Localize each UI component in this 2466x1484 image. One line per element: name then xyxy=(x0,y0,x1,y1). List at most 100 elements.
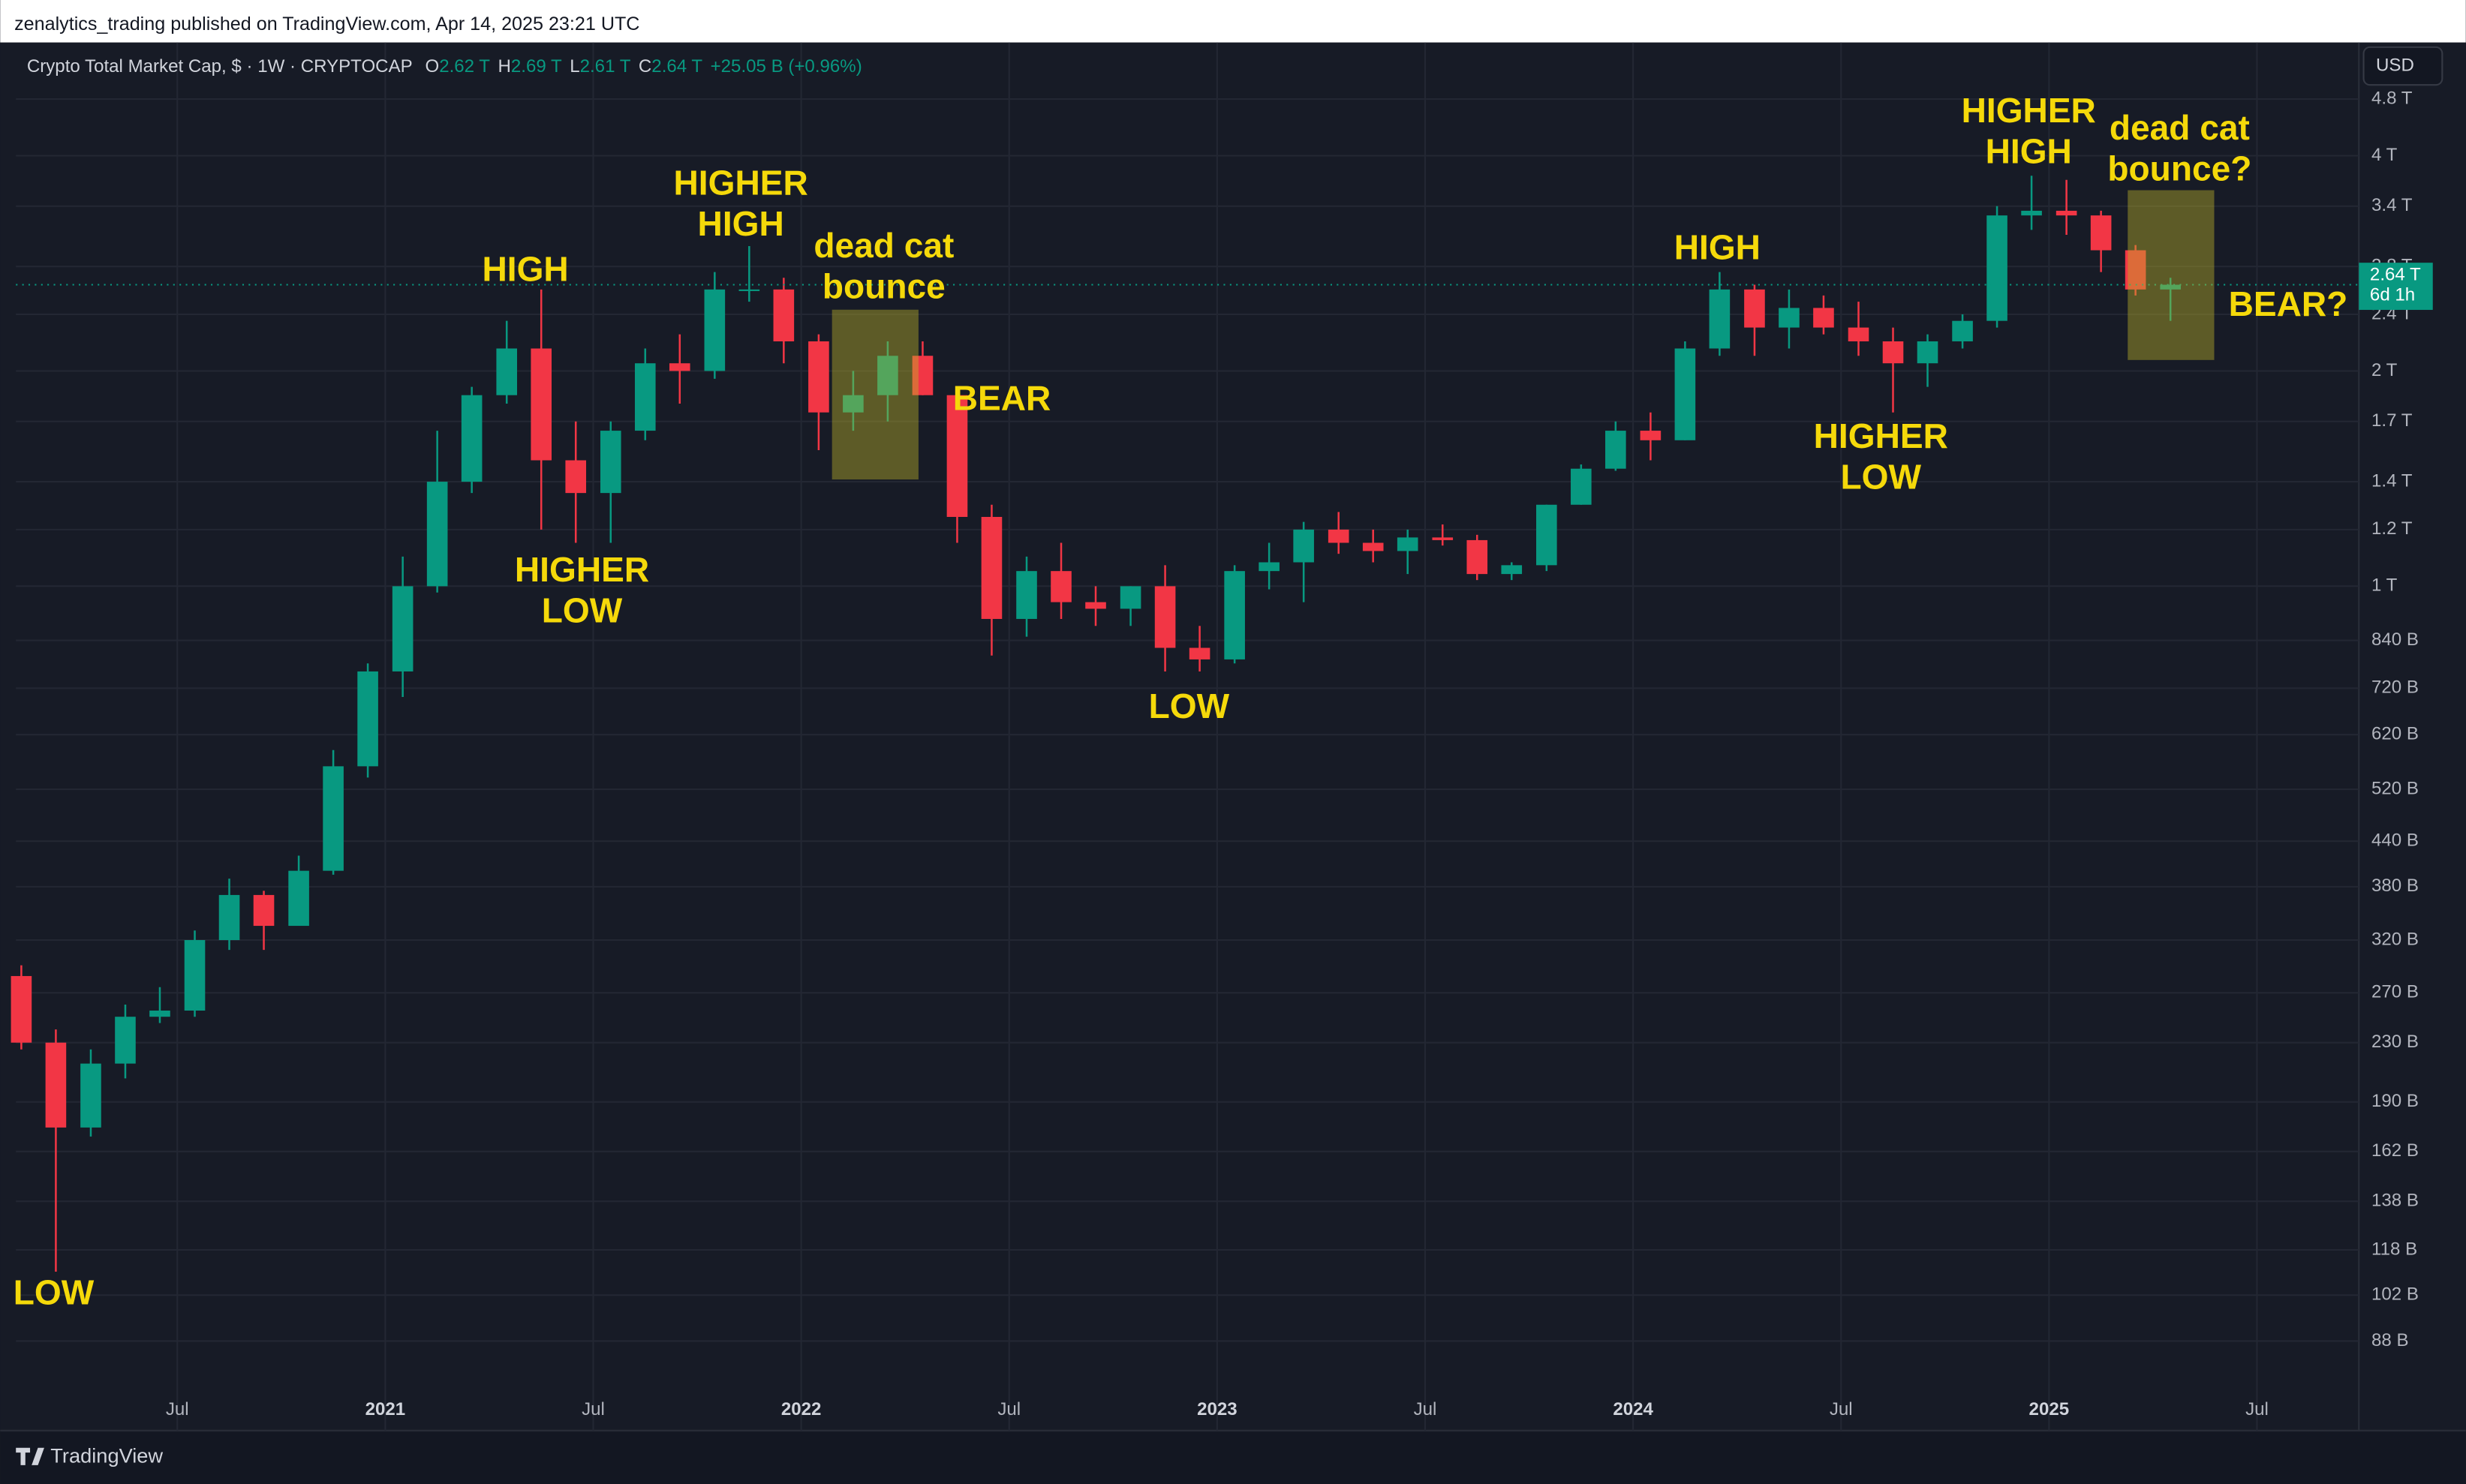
annotation: BEAR? xyxy=(2229,284,2348,323)
candle-body xyxy=(149,1011,170,1017)
candle-body xyxy=(1466,539,1488,575)
candle-body xyxy=(1744,289,1765,328)
y-tick-label: 1.2 T xyxy=(2371,518,2413,539)
candle-body xyxy=(1328,529,1349,543)
y-tick-label: 102 B xyxy=(2371,1284,2419,1305)
candle-body xyxy=(1952,320,1973,341)
candle-body xyxy=(1640,431,1662,440)
price-tag xyxy=(2359,263,2433,311)
candle-body xyxy=(2125,250,2146,290)
candle-body xyxy=(11,975,32,1043)
annotation: bounce? xyxy=(2107,149,2251,188)
y-tick-label: 190 B xyxy=(2371,1091,2419,1111)
annotation: HIGH xyxy=(1986,132,2072,171)
x-tick-label: 2024 xyxy=(1613,1399,1653,1419)
candle-body xyxy=(877,356,898,395)
annotation: HIGHER xyxy=(674,163,808,202)
candle-body xyxy=(946,395,968,517)
annotation: HIGH xyxy=(482,250,568,289)
y-tick-label: 520 B xyxy=(2371,778,2419,798)
candle-body xyxy=(808,341,829,413)
annotation: dead cat xyxy=(2110,108,2250,147)
x-tick-label: 2022 xyxy=(781,1399,822,1419)
y-tick-label: 440 B xyxy=(2371,831,2419,851)
ohlc-value: 2.62 T xyxy=(439,56,490,77)
candle-body xyxy=(253,894,275,927)
footer-bar xyxy=(0,1431,2466,1484)
candle-body xyxy=(115,1017,136,1064)
candle-body xyxy=(565,460,587,494)
candle-body xyxy=(669,363,690,371)
candle-body xyxy=(1051,571,1072,602)
y-tick-label: 4 T xyxy=(2371,145,2398,165)
candle-body xyxy=(392,586,414,671)
candle-body xyxy=(323,766,344,871)
candle-body xyxy=(1501,565,1523,575)
y-tick-label: 270 B xyxy=(2371,982,2419,1002)
candle-body xyxy=(1120,586,1141,609)
x-tick-label: Jul xyxy=(166,1399,189,1419)
candle-body xyxy=(1293,529,1314,563)
y-tick-label: 380 B xyxy=(2371,876,2419,896)
highlight-box xyxy=(832,309,919,480)
legend: Crypto Total Market Cap, $ · 1W · CRYPTO… xyxy=(27,56,862,77)
candle-body xyxy=(1571,468,1592,505)
annotation: HIGH xyxy=(1674,227,1761,266)
candle-body xyxy=(1154,586,1176,648)
y-tick-label: 162 B xyxy=(2371,1140,2419,1161)
annotation: LOW xyxy=(1149,686,1230,725)
annotation: HIGH xyxy=(698,204,784,243)
annotation: LOW xyxy=(542,590,623,629)
candle-body xyxy=(1605,431,1626,469)
annotation: HIGHER xyxy=(515,550,649,589)
x-tick-label: 2021 xyxy=(365,1399,406,1419)
candle-body xyxy=(45,1042,67,1128)
annotation: HIGHER xyxy=(1814,416,1948,455)
candle-body xyxy=(288,870,309,927)
ohlc-key: L xyxy=(570,56,579,77)
x-tick-label: Jul xyxy=(1414,1399,1437,1419)
candle-body xyxy=(461,395,483,482)
y-tick-label: 620 B xyxy=(2371,724,2419,744)
candle-body xyxy=(634,363,656,431)
ohlc-key: H xyxy=(498,56,511,77)
candle-body xyxy=(2056,210,2077,216)
currency-button[interactable] xyxy=(2362,46,2443,86)
candle-body xyxy=(496,348,518,395)
currency[interactable]: USD xyxy=(2376,55,2414,75)
x-tick-label: 2023 xyxy=(1197,1399,1238,1419)
candle-body xyxy=(843,395,864,413)
candle-body xyxy=(1709,289,1731,349)
x-tick-label: Jul xyxy=(582,1399,605,1419)
annotation: dead cat xyxy=(813,226,954,265)
candle-body xyxy=(738,289,760,291)
logo xyxy=(16,1447,44,1465)
candle-body xyxy=(1432,537,1454,540)
price-tag-label: 2.64 T xyxy=(2370,264,2421,284)
y-tick-label: 320 B xyxy=(2371,929,2419,949)
candle-body xyxy=(1674,348,1696,440)
x-tick-label: Jul xyxy=(997,1399,1021,1419)
candle-body xyxy=(184,940,206,1011)
y-tick-label: 1.7 T xyxy=(2371,410,2413,431)
candle-body xyxy=(912,356,934,395)
candle-body xyxy=(426,482,448,587)
x-tick-label: Jul xyxy=(1830,1399,1853,1419)
publisher: zenalytics_trading published on TradingV… xyxy=(14,14,639,35)
candle-body xyxy=(1813,308,1834,328)
annotation: LOW xyxy=(1841,457,1922,496)
candle-body xyxy=(1779,308,1800,328)
highlight-box xyxy=(2128,190,2215,360)
annotation: HIGHER xyxy=(1962,91,2096,130)
y-tick-label: 1 T xyxy=(2371,575,2398,596)
annotation: bounce xyxy=(823,267,946,306)
annotation: BEAR xyxy=(953,378,1051,417)
candle-body xyxy=(1986,215,2007,321)
candle-body xyxy=(80,1063,101,1128)
x-tick-label: 2025 xyxy=(2029,1399,2070,1419)
candle-body xyxy=(1362,542,1384,551)
candle-body xyxy=(1917,341,1938,364)
y-tick-label: 2 T xyxy=(2371,360,2398,380)
